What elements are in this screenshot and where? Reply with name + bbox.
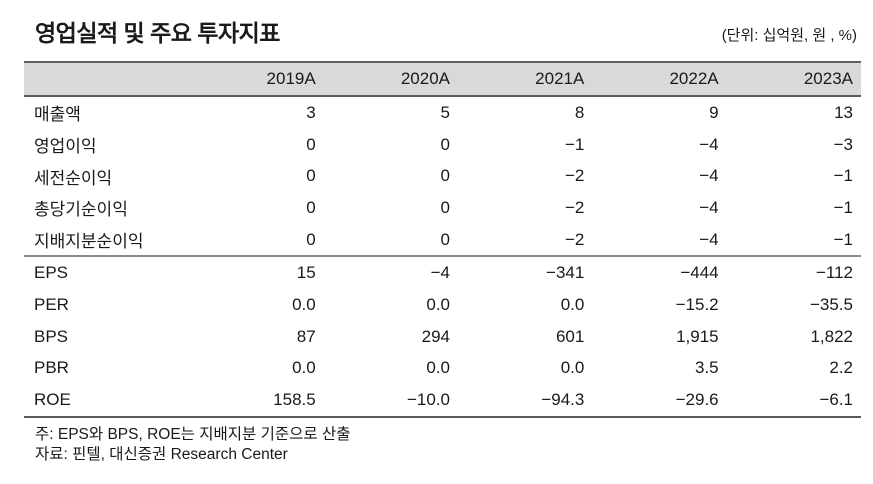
cell-value: −10.0: [407, 390, 451, 410]
row-label: 영업이익: [34, 137, 97, 157]
footnote-source: 자료: 핀텔, 대신증권 Research Center: [35, 446, 288, 464]
table-row-pbr: PBR 0.0 0.0 0.0 3.5 2.2: [24, 353, 861, 385]
cell-value: −341: [458, 255, 593, 290]
cell-value: 0.0: [426, 358, 451, 378]
cell-value: 0: [306, 166, 316, 186]
cell-value: 13: [834, 102, 853, 122]
column-header-2019a: 2019A: [189, 62, 324, 97]
column-header-blank: [24, 62, 190, 97]
cell-value: −444: [592, 255, 727, 290]
cell-value: 87: [296, 326, 316, 346]
cell-value: 0: [440, 197, 451, 217]
column-header-2023a: 2023A: [726, 62, 861, 97]
cell-value: 0: [306, 229, 316, 249]
cell-value: −4: [699, 229, 719, 249]
cell-value: 15: [189, 255, 324, 290]
cell-value: −1: [833, 229, 853, 249]
cell-value: 5: [440, 102, 451, 122]
cell-value: −2: [564, 166, 585, 186]
cell-value: 601: [555, 326, 585, 346]
row-label: PER: [34, 294, 69, 314]
cell-value: 9: [709, 102, 719, 122]
table-row-pretax-income: 세전순이익 0 0 −2 −4 −1: [24, 160, 861, 192]
cell-value: −4: [699, 166, 719, 186]
table-row-controlling-net-income: 지배지분순이익 0 0 −2 −4 −1: [24, 224, 861, 257]
cell-value: 3: [306, 102, 316, 122]
cell-value: −4: [699, 134, 719, 154]
cell-value: 0: [306, 134, 316, 154]
cell-value: −3: [833, 134, 853, 154]
cell-value: −15.2: [675, 294, 719, 314]
page-title: 영업실적 및 주요 투자지표: [35, 20, 280, 46]
row-label: 세전순이익: [34, 168, 113, 188]
cell-value: 0: [440, 166, 451, 186]
table-row-roe: ROE 158.5 −10.0 −94.3 −29.6 −6.1: [24, 384, 861, 417]
table-row-eps: EPS 15 −4 −341 −444 −112: [24, 255, 861, 290]
cell-value: −1: [564, 134, 585, 154]
cell-value: 0: [306, 197, 316, 217]
cell-value: 0.0: [426, 294, 451, 314]
table-row-per: PER 0.0 0.0 0.0 −15.2 −35.5: [24, 289, 861, 321]
table-row-operating-profit: 영업이익 0 0 −1 −4 −3: [24, 129, 861, 161]
cell-value: −4: [323, 255, 459, 290]
row-label: EPS: [24, 255, 190, 290]
table-header-bar: 영업실적 및 주요 투자지표 (단위: 십억원, 원 , %): [24, 20, 861, 47]
cell-value: −1: [833, 166, 853, 186]
row-label: 지배지분순이익: [34, 232, 144, 252]
row-label: ROE: [34, 390, 71, 410]
cell-value: −29.6: [675, 390, 719, 410]
table-header-row: 2019A 2020A 2021A 2022A 2023A: [24, 62, 861, 97]
cell-value: 0.0: [292, 358, 316, 378]
row-label: PBR: [34, 358, 69, 378]
footnotes: 주: EPS와 BPS, ROE는 지배지분 기준으로 산출 자료: 핀텔, 대…: [24, 425, 861, 466]
cell-value: 1,915: [676, 326, 719, 346]
table-row-bps: BPS 87 294 601 1,915 1,822: [24, 321, 861, 353]
cell-value: −94.3: [541, 390, 585, 410]
cell-value: −2: [564, 229, 585, 249]
table-row-total-net-income: 총당기순이익 0 0 −2 −4 −1: [24, 192, 861, 224]
cell-value: 0.0: [560, 358, 585, 378]
unit-note: (단위: 십억원, 원 , %): [721, 27, 857, 44]
cell-value: 8: [574, 102, 585, 122]
cell-value: 3.5: [695, 358, 719, 378]
cell-value: 0.0: [560, 294, 585, 314]
cell-value: −35.5: [809, 294, 853, 314]
column-header-2020a: 2020A: [323, 62, 459, 97]
cell-value: −2: [564, 197, 585, 217]
cell-value: −4: [699, 197, 719, 217]
cell-value: −112: [726, 255, 861, 290]
column-header-2021a: 2021A: [458, 62, 593, 97]
cell-value: 294: [421, 326, 451, 346]
cell-value: −1: [833, 197, 853, 217]
cell-value: 2.2: [829, 358, 853, 378]
table-row-revenue: 매출액 3 5 8 9 13: [24, 96, 861, 129]
cell-value: 0: [440, 134, 451, 154]
row-label: 매출액: [34, 105, 81, 125]
row-label: BPS: [34, 326, 69, 346]
cell-value: 1,822: [810, 326, 853, 346]
column-header-2022a: 2022A: [592, 62, 727, 97]
financial-table: 2019A 2020A 2021A 2022A 2023A 매출액 3 5 8 …: [24, 61, 861, 418]
cell-value: 0: [440, 229, 451, 249]
cell-value: −6.1: [819, 390, 853, 410]
footnote-calculation-basis: 주: EPS와 BPS, ROE는 지배지분 기준으로 산출: [35, 425, 351, 443]
row-label: 총당기순이익: [34, 200, 128, 220]
cell-value: 158.5: [273, 390, 316, 410]
cell-value: 0.0: [292, 294, 316, 314]
